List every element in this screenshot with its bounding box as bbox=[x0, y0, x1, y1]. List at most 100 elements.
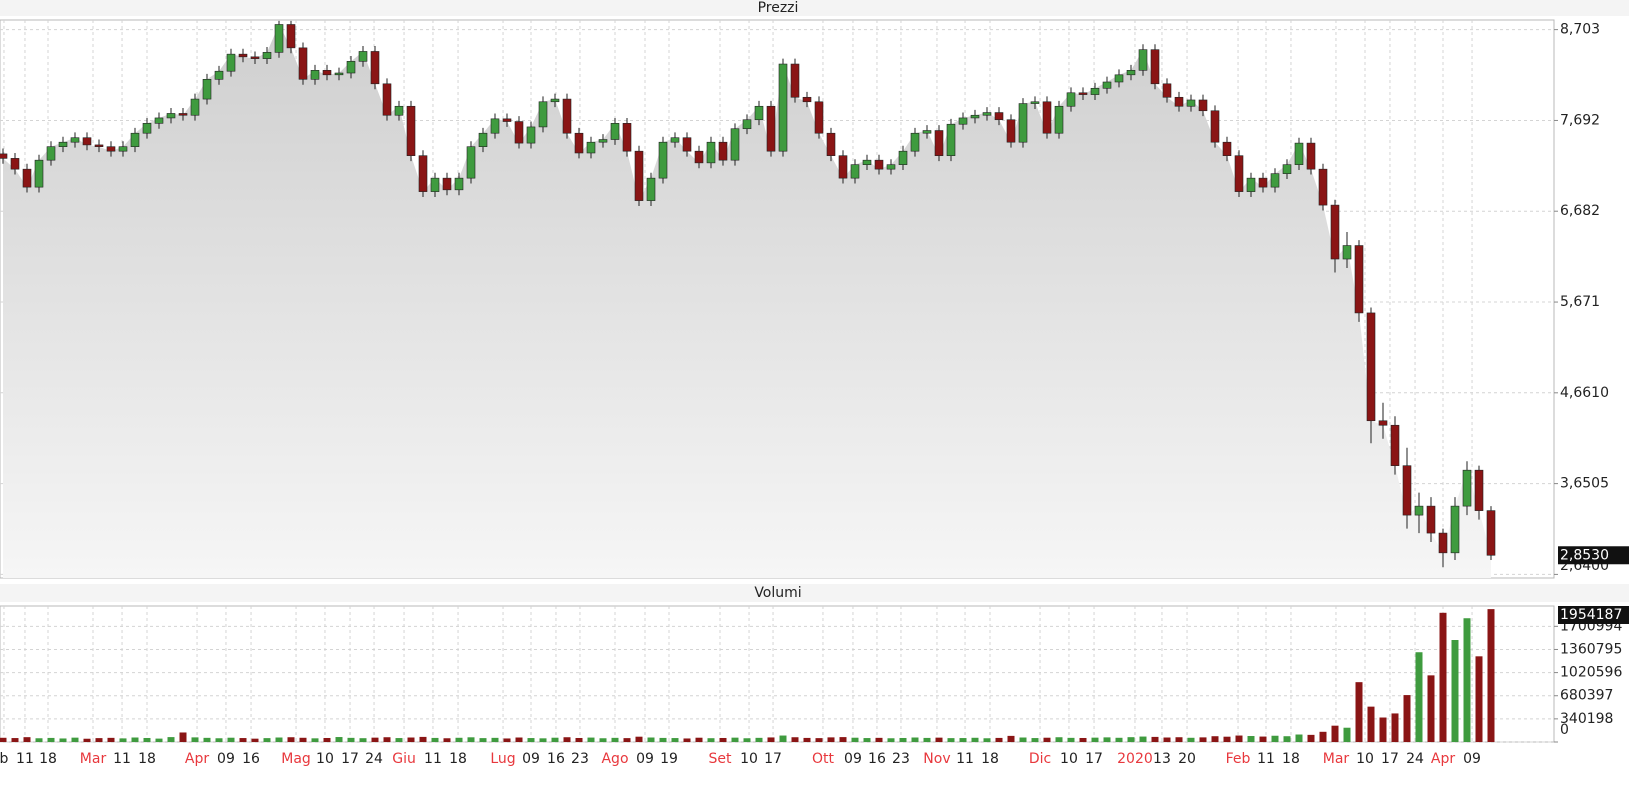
volume-bar bbox=[1343, 727, 1351, 742]
volume-bar bbox=[299, 737, 307, 742]
candle-body bbox=[1366, 312, 1376, 422]
candle-body bbox=[610, 123, 620, 140]
candle-body bbox=[58, 141, 68, 147]
candle-body bbox=[1414, 505, 1424, 516]
x-tick-label: 09 bbox=[522, 751, 540, 767]
x-tick-label: 18 bbox=[449, 751, 467, 767]
volume-bar bbox=[1139, 736, 1147, 742]
panel-title: Prezzi bbox=[758, 0, 799, 16]
x-tick-label: 24 bbox=[1406, 751, 1424, 767]
candle-body bbox=[1402, 465, 1412, 516]
x-tick-label: Nov bbox=[923, 751, 950, 767]
volume-bar bbox=[887, 738, 895, 742]
volume-bar bbox=[23, 737, 31, 742]
candle-body bbox=[214, 70, 224, 80]
candle-body bbox=[1066, 92, 1076, 107]
candle-body bbox=[826, 132, 836, 156]
candle-body bbox=[442, 177, 452, 191]
candle-body bbox=[754, 105, 764, 121]
volume-bar bbox=[635, 736, 643, 742]
candle-body bbox=[406, 105, 416, 156]
x-tick-label: Dic bbox=[1029, 751, 1051, 767]
candle-body bbox=[346, 61, 356, 74]
candle-body bbox=[550, 98, 560, 103]
x-tick-label: 17 bbox=[1085, 751, 1103, 767]
volume-bar bbox=[1007, 735, 1015, 742]
x-tick-label: 10 bbox=[316, 751, 334, 767]
candle-body bbox=[262, 52, 272, 59]
candle-body bbox=[562, 98, 572, 134]
candle-body bbox=[106, 146, 116, 152]
volume-bar bbox=[539, 738, 547, 742]
volume-bar bbox=[0, 737, 7, 742]
volume-bar bbox=[143, 737, 151, 742]
volume-bar bbox=[35, 738, 43, 742]
volume-bar bbox=[155, 738, 163, 742]
candle-body bbox=[1018, 103, 1028, 143]
volume-bar bbox=[911, 737, 919, 742]
volume-bar bbox=[935, 737, 943, 742]
candle-body bbox=[70, 137, 80, 143]
x-tick-label: Lug bbox=[490, 751, 515, 767]
y-tick-label: 6,682 bbox=[1560, 203, 1600, 219]
x-tick-label: Ott bbox=[812, 751, 835, 767]
volume-bar bbox=[431, 737, 439, 742]
candle-body bbox=[766, 105, 776, 152]
last-value-label: 1954187 bbox=[1560, 607, 1622, 623]
volume-bar bbox=[383, 737, 391, 742]
volume-bar bbox=[1439, 612, 1447, 742]
x-tick-label: Feb bbox=[1226, 751, 1251, 767]
candle-body bbox=[1330, 204, 1340, 260]
candle-body bbox=[274, 24, 284, 53]
volume-bar bbox=[779, 735, 787, 742]
volume-bar bbox=[1355, 682, 1363, 742]
x-tick-label: 18 bbox=[1282, 751, 1300, 767]
candle-body bbox=[466, 146, 476, 179]
volume-bar bbox=[647, 737, 655, 742]
candle-body bbox=[0, 153, 8, 159]
x-tick-label: Mar bbox=[80, 751, 107, 767]
volume-bar bbox=[563, 737, 571, 742]
candle-body bbox=[778, 63, 788, 152]
candle-body bbox=[898, 150, 908, 165]
volume-bar bbox=[503, 738, 511, 742]
candle-body bbox=[34, 159, 44, 188]
candle-body bbox=[922, 130, 932, 134]
x-tick-label: 10 bbox=[1060, 751, 1078, 767]
candle-body bbox=[1294, 142, 1304, 165]
volume-bar bbox=[527, 738, 535, 742]
volume-bar bbox=[767, 737, 775, 742]
candle-body bbox=[1390, 424, 1400, 466]
candle-body bbox=[1450, 505, 1460, 554]
y-tick-label: 5,671 bbox=[1560, 294, 1600, 310]
x-tick-label: 11 bbox=[424, 751, 442, 767]
price-area bbox=[3, 24, 1491, 579]
volume-bar bbox=[791, 737, 799, 742]
volume-bar bbox=[983, 738, 991, 742]
y-tick-label: 1020596 bbox=[1560, 665, 1622, 681]
volume-bar bbox=[1391, 713, 1399, 742]
candle-body bbox=[382, 83, 392, 116]
volume-bar bbox=[1235, 735, 1243, 742]
volume-bar bbox=[1259, 736, 1267, 742]
x-tick-label: Apr bbox=[185, 751, 209, 767]
volume-bar bbox=[1367, 706, 1375, 742]
volume-bar bbox=[803, 737, 811, 742]
volume-bar bbox=[407, 737, 415, 742]
volume-bar bbox=[1163, 737, 1171, 742]
x-tick-label: 09 bbox=[1463, 751, 1481, 767]
volume-bar bbox=[1175, 737, 1183, 742]
candle-body bbox=[1438, 532, 1448, 554]
volume-bar bbox=[491, 737, 499, 742]
candle-body bbox=[1150, 49, 1160, 85]
candle-body bbox=[1318, 168, 1328, 206]
candle-body bbox=[250, 56, 260, 59]
candle-body bbox=[1102, 81, 1112, 89]
y-tick-label: 340198 bbox=[1560, 711, 1613, 727]
volume-bar bbox=[1223, 736, 1231, 742]
x-tick-label: 18 bbox=[981, 751, 999, 767]
candle-body bbox=[82, 137, 92, 146]
x-tick-label: 09 bbox=[636, 751, 654, 767]
candle-body bbox=[814, 101, 824, 134]
